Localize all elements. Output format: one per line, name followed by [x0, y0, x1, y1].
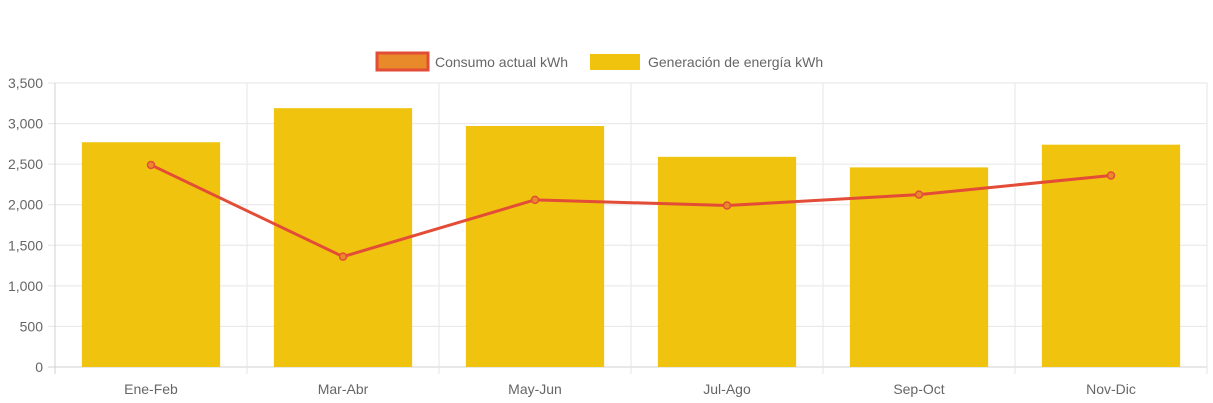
- bar-mar-abr[interactable]: [273, 108, 413, 367]
- x-tick-label: Sep-Oct: [893, 381, 944, 397]
- consumo-point-sep-oct[interactable]: [914, 190, 924, 199]
- consumo-point-jul-ago[interactable]: [722, 201, 732, 210]
- legend-swatch-generacion: [590, 54, 640, 70]
- consumo-point-may-jun[interactable]: [530, 195, 540, 205]
- x-tick-label: Ene-Feb: [124, 381, 178, 397]
- bar-may-jun[interactable]: [465, 126, 605, 368]
- x-tick-label: Nov-Dic: [1086, 381, 1136, 397]
- bar-nov-dic[interactable]: [1041, 144, 1181, 367]
- consumo-line: [150, 163, 1112, 259]
- y-tick-label: 3,000: [8, 116, 43, 132]
- grid: [48, 82, 1208, 374]
- bar-jul-ago[interactable]: [657, 156, 797, 367]
- y-tick-label: 0: [35, 359, 43, 375]
- y-tick-label: 500: [20, 318, 44, 334]
- legend: Consumo actual kWh Generación de energía…: [375, 51, 823, 72]
- bars: [81, 108, 1181, 368]
- x-tick-label: Mar-Abr: [318, 381, 369, 397]
- x-tick-label: May-Jun: [508, 381, 562, 397]
- legend-label-generacion: Generación de energía kWh: [648, 54, 823, 70]
- consumo-point-nov-dic[interactable]: [1106, 171, 1116, 180]
- bar-ene-feb[interactable]: [81, 142, 221, 367]
- legend-item-consumo[interactable]: Consumo actual kWh: [375, 51, 568, 72]
- y-tick-label: 3,500: [8, 75, 43, 91]
- legend-label-consumo: Consumo actual kWh: [435, 54, 568, 70]
- y-tick-label: 1,500: [8, 237, 43, 253]
- bar-sep-oct[interactable]: [849, 167, 989, 367]
- x-axis-labels: Ene-Feb Mar-Abr May-Jun Jul-Ago Sep-Oct Nov-D…: [124, 381, 1136, 397]
- consumo-point-ene-feb[interactable]: [146, 160, 156, 170]
- y-tick-label: 2,000: [8, 197, 43, 213]
- consumo-point-mar-abr[interactable]: [338, 252, 348, 261]
- y-axis-labels: 0 500 1,000 1,500 2,000 2,500 3,000 3,500: [8, 75, 43, 375]
- y-tick-label: 1,000: [8, 278, 43, 294]
- legend-swatch-consumo: [375, 51, 430, 72]
- x-tick-label: Jul-Ago: [703, 381, 751, 397]
- y-tick-label: 2,500: [8, 156, 43, 172]
- legend-item-generacion[interactable]: Generación de energía kWh: [590, 54, 823, 70]
- line-series: [146, 160, 1116, 261]
